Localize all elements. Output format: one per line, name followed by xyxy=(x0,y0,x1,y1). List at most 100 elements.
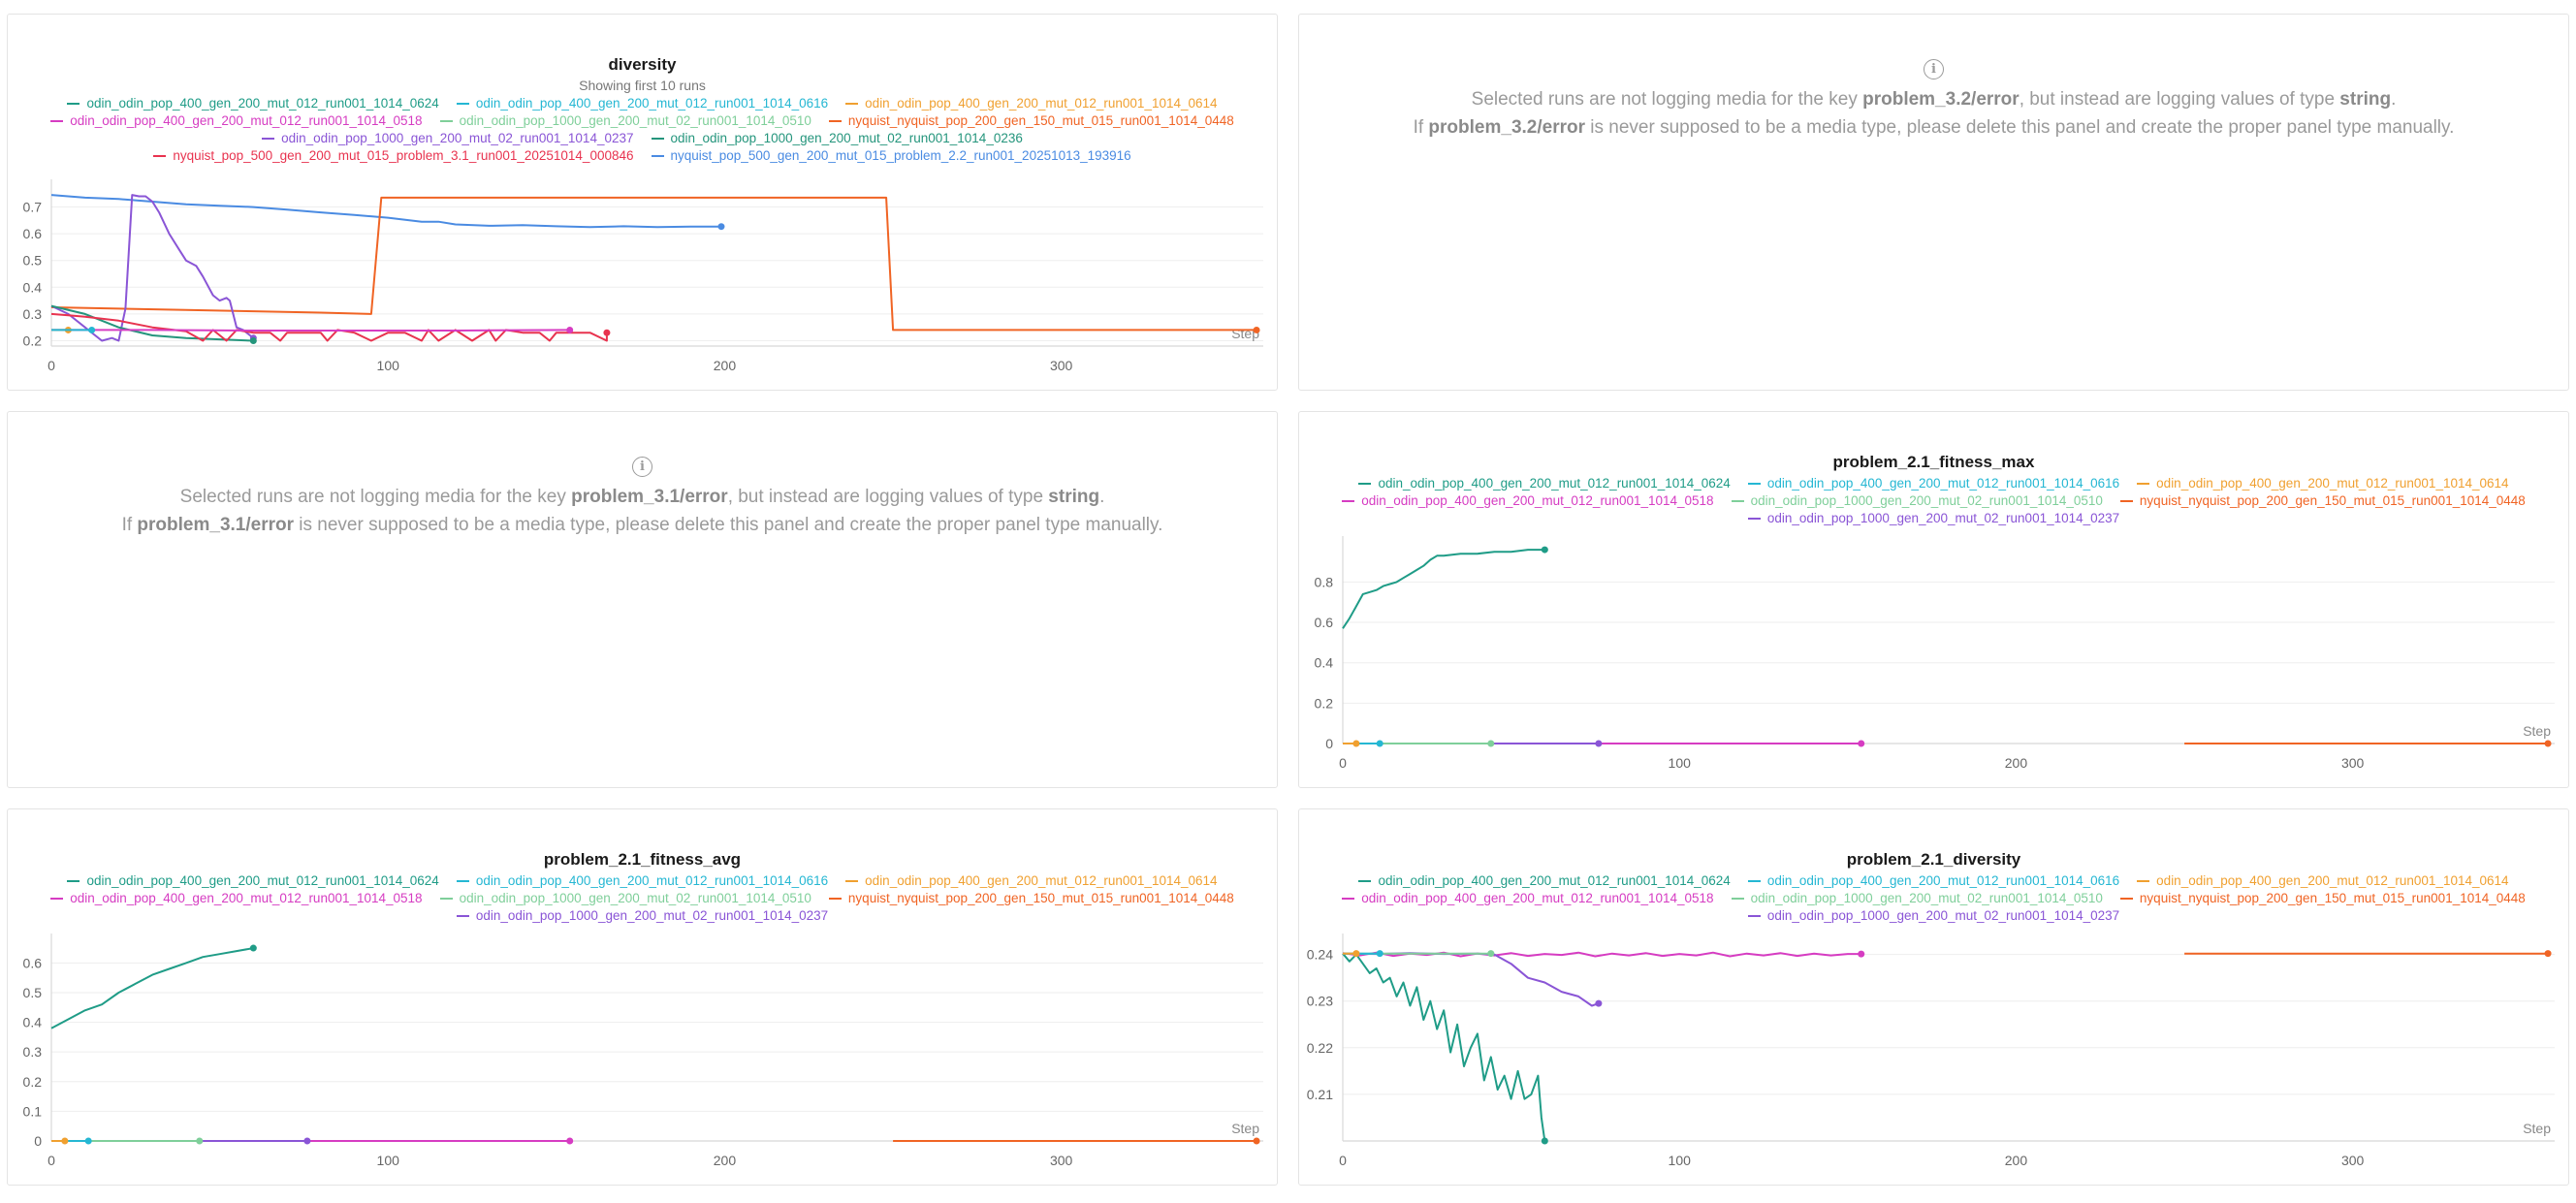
legend-item[interactable]: odin_odin_pop_1000_gen_200_mut_02_run001… xyxy=(439,112,811,129)
series-end-point[interactable] xyxy=(303,1137,311,1145)
series-end-point[interactable] xyxy=(61,1137,69,1145)
chart-panel-fitness-max[interactable]: problem_2.1_fitness_max odin_odin_pop_40… xyxy=(1298,411,2569,788)
series-end-point[interactable] xyxy=(2544,950,2552,958)
chart-plot-fitness-max[interactable]: 0 0.2 0.4 0.6 0.8 0 100 200 300 Step xyxy=(1299,412,2569,788)
series-end-point[interactable] xyxy=(1253,1137,1260,1145)
y-tick-label: 0.24 xyxy=(1307,947,1333,963)
legend-item[interactable]: odin_odin_pop_400_gen_200_mut_012_run001… xyxy=(67,872,439,889)
legend-item[interactable]: odin_odin_pop_400_gen_200_mut_012_run001… xyxy=(2137,475,2509,491)
series-end-point[interactable] xyxy=(196,1137,204,1145)
info-icon: i xyxy=(632,457,652,477)
chart-panel-fitness-avg[interactable]: problem_2.1_fitness_avg odin_odin_pop_40… xyxy=(7,808,1278,1186)
y-tick-label: 0.5 xyxy=(23,985,43,1000)
legend-swatch xyxy=(67,102,80,105)
media-error-panel-3-1[interactable]: i Selected runs are not logging media fo… xyxy=(7,411,1278,788)
series-line[interactable] xyxy=(50,304,254,342)
legend-item[interactable]: odin_odin_pop_400_gen_200_mut_012_run001… xyxy=(1747,475,2119,491)
legend-item[interactable]: odin_odin_pop_400_gen_200_mut_012_run001… xyxy=(845,872,1218,889)
media-error-line-1: Selected runs are not logging media for … xyxy=(1471,89,2397,110)
y-tick-label: 0 xyxy=(1325,736,1333,751)
legend-label: odin_odin_pop_1000_gen_200_mut_02_run001… xyxy=(1750,891,2103,905)
series-line[interactable] xyxy=(50,196,1257,332)
legend-item[interactable]: nyquist_nyquist_pop_200_gen_150_mut_015_… xyxy=(828,112,1234,129)
legend-item[interactable]: odin_odin_pop_1000_gen_200_mut_02_run001… xyxy=(1747,907,2119,924)
legend-item[interactable]: odin_odin_pop_400_gen_200_mut_012_run001… xyxy=(1342,492,1714,509)
series-end-point[interactable] xyxy=(249,944,257,952)
series-end-point[interactable] xyxy=(1376,740,1383,747)
legend-item[interactable]: odin_odin_pop_400_gen_200_mut_012_run001… xyxy=(1358,872,1731,889)
legend-swatch xyxy=(2137,879,2150,882)
legend-item[interactable]: odin_odin_pop_400_gen_200_mut_012_run001… xyxy=(845,95,1218,111)
legend-item[interactable]: odin_odin_pop_1000_gen_200_mut_02_run001… xyxy=(1747,510,2119,526)
legend-item[interactable]: nyquist_nyquist_pop_200_gen_150_mut_015_… xyxy=(828,890,1234,906)
series-line[interactable] xyxy=(50,194,254,342)
x-tick-label: 100 xyxy=(377,358,400,373)
series-line[interactable] xyxy=(1342,953,1546,1142)
legend-item[interactable]: nyquist_nyquist_pop_200_gen_150_mut_015_… xyxy=(2119,890,2526,906)
x-tick-label: 200 xyxy=(714,358,737,373)
series-line[interactable] xyxy=(51,329,570,332)
legend-item[interactable]: odin_odin_pop_400_gen_200_mut_012_run001… xyxy=(456,872,828,889)
legend-item[interactable]: odin_odin_pop_1000_gen_200_mut_02_run001… xyxy=(262,130,634,146)
y-tick-label: 0.21 xyxy=(1307,1087,1333,1102)
chart-title: problem_2.1_diversity xyxy=(1846,850,2021,869)
series-line[interactable] xyxy=(50,194,721,229)
series-line[interactable] xyxy=(50,947,254,1029)
legend-item[interactable]: odin_odin_pop_400_gen_200_mut_012_run001… xyxy=(67,95,439,111)
series-end-point[interactable] xyxy=(603,329,611,336)
legend-item[interactable]: nyquist_nyquist_pop_200_gen_150_mut_015_… xyxy=(2119,492,2526,509)
x-tick-label: 300 xyxy=(1050,1153,1073,1168)
series-end-point[interactable] xyxy=(88,326,96,333)
series-end-point[interactable] xyxy=(1541,1137,1548,1145)
series-end-point[interactable] xyxy=(1595,740,1603,747)
series-end-point[interactable] xyxy=(1487,740,1495,747)
series-end-point[interactable] xyxy=(1352,740,1360,747)
series-end-point[interactable] xyxy=(1487,950,1495,958)
legend-item[interactable]: odin_odin_pop_1000_gen_200_mut_02_run001… xyxy=(456,907,828,924)
series-end-point[interactable] xyxy=(1858,950,1865,958)
legend-item[interactable]: odin_odin_pop_400_gen_200_mut_012_run001… xyxy=(50,890,423,906)
legend-item[interactable]: odin_odin_pop_400_gen_200_mut_012_run001… xyxy=(50,112,423,129)
legend-swatch xyxy=(1358,482,1372,485)
legend-item[interactable]: odin_odin_pop_400_gen_200_mut_012_run001… xyxy=(2137,872,2509,889)
legend-item[interactable]: odin_odin_pop_400_gen_200_mut_012_run001… xyxy=(456,95,828,111)
series-end-point[interactable] xyxy=(1595,999,1603,1007)
legend-item[interactable]: odin_odin_pop_1000_gen_200_mut_02_run001… xyxy=(439,890,811,906)
legend-item[interactable]: nyquist_pop_500_gen_200_mut_015_problem_… xyxy=(153,147,634,164)
media-error-panel-3-2[interactable]: i Selected runs are not logging media fo… xyxy=(1298,14,2569,391)
series-end-point[interactable] xyxy=(1376,950,1383,958)
series-end-point[interactable] xyxy=(1541,546,1548,554)
legend-item[interactable]: odin_odin_pop_1000_gen_200_mut_02_run001… xyxy=(651,130,1023,146)
chart-legend: odin_odin_pop_400_gen_200_mut_012_run001… xyxy=(17,95,1267,164)
chart-plot-fitness-avg[interactable]: 0 0.1 0.2 0.3 0.4 0.5 0.6 0 100 200 300 Step xyxy=(8,809,1278,1186)
series-end-point[interactable] xyxy=(1352,950,1360,958)
legend-item[interactable]: odin_odin_pop_400_gen_200_mut_012_run001… xyxy=(1747,872,2119,889)
chart-panel-diversity[interactable]: diversity Showing first 10 runs odin_odi… xyxy=(7,14,1278,391)
chart-plot-problem-diversity[interactable]: 0.21 0.22 0.23 0.24 0 100 200 300 Step xyxy=(1299,809,2569,1186)
legend-item[interactable]: nyquist_pop_500_gen_200_mut_015_problem_… xyxy=(651,147,1131,164)
legend-item[interactable]: odin_odin_pop_1000_gen_200_mut_02_run001… xyxy=(1731,492,2103,509)
series-end-point[interactable] xyxy=(2544,740,2552,747)
series-line[interactable] xyxy=(1342,549,1545,629)
chart-panel-problem-diversity[interactable]: problem_2.1_diversity odin_odin_pop_400_… xyxy=(1298,808,2569,1186)
legend-item[interactable]: odin_odin_pop_400_gen_200_mut_012_run001… xyxy=(1358,475,1731,491)
series-end-point[interactable] xyxy=(84,1137,92,1145)
chart-title: diversity xyxy=(608,55,677,74)
y-tick-label: 0.8 xyxy=(1315,574,1334,589)
series-end-point[interactable] xyxy=(717,223,725,231)
series-end-point[interactable] xyxy=(566,1137,574,1145)
legend-label: nyquist_nyquist_pop_200_gen_150_mut_015_… xyxy=(847,113,1234,128)
series-end-point[interactable] xyxy=(249,336,257,344)
legend-item[interactable]: odin_odin_pop_400_gen_200_mut_012_run001… xyxy=(1342,890,1714,906)
legend-item[interactable]: odin_odin_pop_1000_gen_200_mut_02_run001… xyxy=(1731,890,2103,906)
y-tick-label: 0.22 xyxy=(1307,1040,1333,1056)
y-tick-label: 0.6 xyxy=(1315,615,1334,630)
series-end-point[interactable] xyxy=(1253,326,1260,333)
series-end-point[interactable] xyxy=(566,326,574,333)
legend-label: odin_odin_pop_1000_gen_200_mut_02_run001… xyxy=(459,113,811,128)
series-end-point[interactable] xyxy=(1858,740,1865,747)
chart-legend: odin_odin_pop_400_gen_200_mut_012_run001… xyxy=(1309,475,2559,526)
legend-swatch xyxy=(262,137,275,140)
series-line[interactable] xyxy=(50,312,608,342)
